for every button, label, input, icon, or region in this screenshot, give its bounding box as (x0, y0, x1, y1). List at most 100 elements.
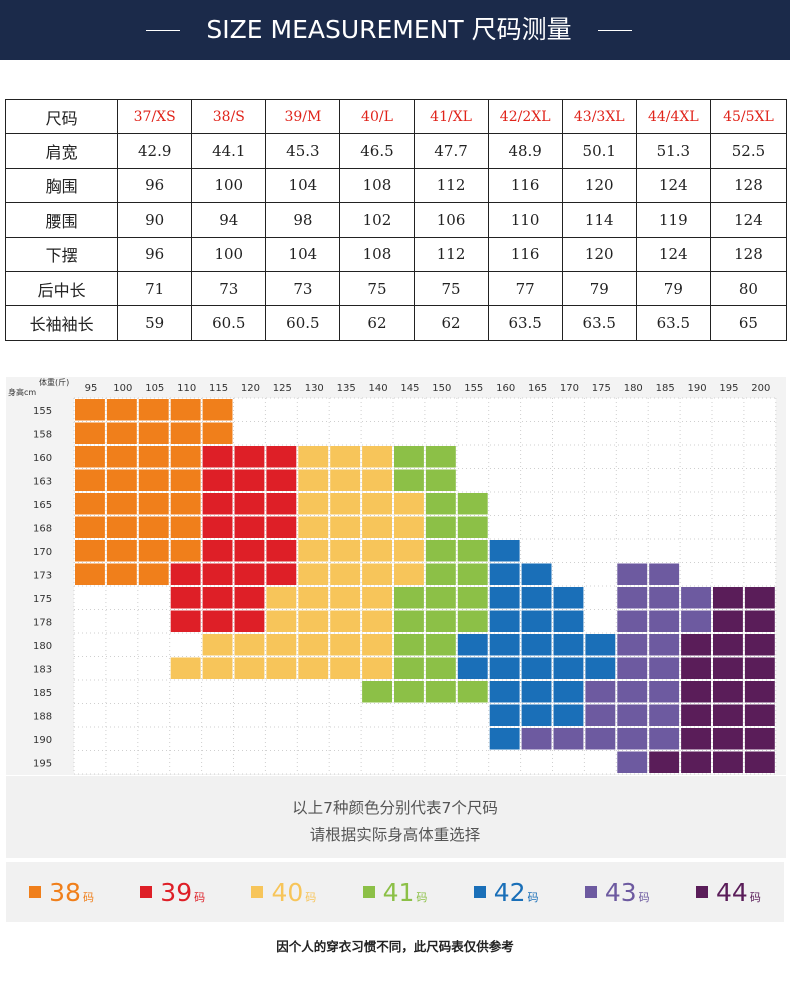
measurement-value: 79 (635, 270, 711, 307)
size-cell-44 (713, 704, 743, 726)
size-cell-44 (713, 657, 743, 679)
size-cell-43 (617, 751, 648, 773)
height-tick-label: 160 (33, 453, 52, 464)
height-tick-label: 183 (33, 664, 52, 675)
measurement-value: 128 (709, 167, 788, 204)
legend-item-40: 40 码 (228, 862, 339, 922)
size-cell-42 (489, 681, 520, 703)
size-cell-44 (681, 751, 711, 773)
size-cell-44 (713, 751, 743, 773)
size-cell-44 (744, 587, 775, 609)
measurement-value: 65 (709, 305, 788, 341)
size-cell-39 (202, 540, 233, 562)
measurement-label: 胸围 (4, 167, 119, 204)
size-cell-38 (170, 540, 201, 562)
measurement-value: 124 (635, 236, 711, 272)
measurement-value: 63.5 (487, 305, 563, 341)
size-cell-39 (234, 469, 265, 491)
measurement-label: 下摆 (4, 236, 119, 272)
measurement-value: 116 (487, 167, 563, 204)
measurement-value: 75 (413, 270, 489, 307)
size-cell-42 (457, 657, 488, 679)
size-cell-40 (234, 634, 265, 656)
measurement-value: 79 (561, 270, 637, 307)
size-cell-44 (681, 634, 711, 656)
size-cell-40 (362, 634, 392, 656)
measurement-value: 52.5 (709, 133, 788, 169)
size-cell-39 (266, 563, 297, 585)
size-cell-38 (138, 399, 169, 421)
measurement-value: 106 (413, 202, 489, 238)
weight-tick-label: 180 (624, 383, 643, 394)
height-tick-label: 185 (33, 688, 52, 699)
size-cell-38 (75, 493, 105, 515)
weight-tick-label: 155 (464, 383, 483, 394)
size-cell-43 (585, 704, 616, 726)
size-cell-41 (425, 446, 456, 468)
height-tick-label: 178 (33, 617, 52, 628)
size-cell-38 (75, 516, 105, 538)
size-cell-41 (425, 610, 456, 632)
size-cell-39 (202, 563, 233, 585)
measurement-value: 42.9 (117, 133, 193, 169)
legend-size-number: 40 (271, 877, 304, 907)
size-cell-43 (617, 704, 648, 726)
size-cell-38 (170, 516, 201, 538)
size-cell-40 (330, 493, 361, 515)
size-cell-41 (457, 493, 488, 515)
size-cell-43 (649, 610, 680, 632)
size-cell-39 (234, 516, 265, 538)
measurement-value: 108 (339, 167, 415, 204)
size-cell-40 (362, 493, 392, 515)
size-cell-40 (362, 516, 392, 538)
measurement-value: 104 (265, 167, 341, 204)
legend-size-number: 42 (493, 877, 526, 907)
size-cell-41 (425, 563, 456, 585)
height-tick-label: 188 (33, 711, 52, 722)
weight-tick-label: 150 (432, 383, 451, 394)
size-cell-40 (362, 563, 392, 585)
measurement-value: 100 (191, 167, 267, 204)
size-cell-40 (298, 610, 329, 632)
size-cell-42 (585, 634, 616, 656)
legend-size-number: 44 (716, 877, 748, 907)
weight-tick-label: 105 (145, 383, 164, 394)
legend-item-43: 43 码 (562, 862, 673, 922)
size-cell-39 (234, 540, 265, 562)
size-cell-43 (649, 634, 680, 656)
size-cell-40 (394, 540, 424, 562)
size-cell-40 (362, 446, 392, 468)
measurement-value: 104 (265, 236, 341, 272)
measurement-value: 59 (117, 305, 193, 341)
size-cell-40 (394, 493, 424, 515)
weight-tick-label: 185 (656, 383, 675, 394)
size-cell-40 (298, 563, 329, 585)
size-cell-40 (394, 516, 424, 538)
measurement-label: 腰围 (4, 202, 119, 238)
measurement-value: 48.9 (487, 133, 563, 169)
size-header-cell: 42/2XL (487, 98, 563, 135)
measurement-row: 下摆 96 100 104 108 112 116 120 124 128 (4, 236, 788, 272)
height-tick-label: 170 (33, 547, 52, 558)
size-cell-40 (330, 657, 361, 679)
size-cell-44 (713, 634, 743, 656)
measurement-label: 长袖袖长 (4, 305, 119, 341)
size-cell-38 (106, 540, 137, 562)
weight-tick-label: 175 (592, 383, 611, 394)
size-cell-40 (362, 657, 392, 679)
size-header-cell: 44/4XL (635, 98, 711, 135)
measurement-value: 116 (487, 236, 563, 272)
measurement-value: 51.3 (635, 133, 711, 169)
measurement-value: 98 (265, 202, 341, 238)
legend-size-number: 43 (604, 877, 637, 907)
weight-tick-label: 190 (688, 383, 707, 394)
size-cell-41 (457, 516, 488, 538)
size-cell-38 (106, 422, 137, 444)
size-cell-38 (75, 399, 105, 421)
weight-tick-label: 140 (369, 383, 388, 394)
weight-tick-label: 100 (113, 383, 132, 394)
size-cell-40 (266, 657, 297, 679)
legend-swatch (251, 886, 264, 898)
size-cell-42 (489, 704, 520, 726)
size-cell-38 (106, 516, 137, 538)
